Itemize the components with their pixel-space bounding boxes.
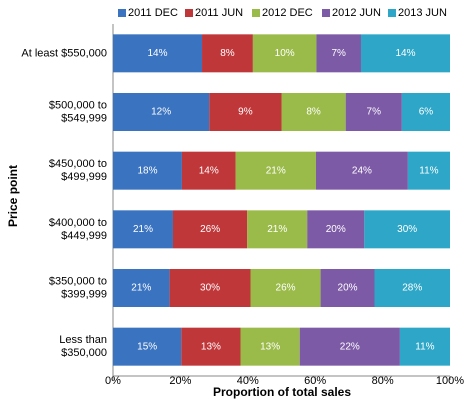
- data-label: 30%: [200, 283, 220, 294]
- legend-label: 2013 JUN: [398, 7, 447, 19]
- data-label: 18%: [137, 165, 157, 176]
- data-label: 28%: [402, 283, 422, 294]
- data-label: 13%: [201, 341, 221, 352]
- legend-label: 2011 JUN: [195, 7, 243, 19]
- data-label: 15%: [137, 341, 157, 352]
- data-label: 11%: [419, 165, 438, 176]
- legend-label: 2012 DEC: [262, 7, 313, 19]
- bar-segment: [240, 327, 300, 366]
- data-label: 8%: [220, 48, 235, 59]
- bar-segment: [181, 327, 241, 366]
- legend-swatch: [118, 9, 126, 17]
- bar-segment: [209, 93, 282, 131]
- data-label: 20%: [326, 224, 346, 235]
- x-tick-label: 80%: [372, 375, 394, 387]
- bar-segment: [202, 34, 253, 73]
- y-tick-label-line: $449,999: [61, 230, 107, 242]
- y-tick-label-line: $450,000 to: [49, 158, 107, 170]
- y-tick-label-line: $400,000 to: [49, 217, 107, 229]
- y-tick-label-line: $499,999: [61, 171, 107, 183]
- data-label: 21%: [131, 283, 151, 294]
- legend-swatch: [322, 9, 330, 17]
- y-tick-label-line: $350,000: [61, 347, 107, 359]
- legend-label: 2012 JUN: [332, 7, 381, 19]
- data-label: 14%: [148, 48, 168, 59]
- data-label: 21%: [267, 224, 287, 235]
- data-label: 14%: [199, 165, 219, 176]
- y-tick-label-line: At least $550,000: [21, 47, 107, 59]
- data-label: 9%: [238, 107, 253, 118]
- data-label: 22%: [340, 341, 360, 352]
- bar-segment: [113, 210, 173, 249]
- y-tick-label: $400,000 to $449,999: [49, 217, 107, 242]
- bar-segment: [252, 34, 317, 73]
- data-label: 7%: [331, 48, 346, 59]
- y-tick-label-line: $500,000 to: [49, 99, 107, 111]
- y-tick-label-line: Less than: [59, 334, 107, 346]
- y-tick-label-line: $350,000 to: [49, 275, 107, 287]
- data-label: 21%: [133, 224, 153, 235]
- data-label: 13%: [260, 341, 280, 352]
- x-tick-label: 100%: [436, 375, 464, 387]
- data-label: 24%: [352, 165, 372, 176]
- y-tick-label: Less than $350,000: [59, 334, 107, 359]
- bar-segment: [299, 327, 400, 366]
- legend-swatch: [185, 9, 193, 17]
- bar-segment: [250, 269, 321, 307]
- bar-segment: [315, 151, 408, 190]
- bar-segment: [113, 269, 170, 307]
- bar-segment: [374, 269, 450, 307]
- x-tick-label: 0%: [105, 375, 121, 387]
- data-label: 7%: [367, 107, 382, 118]
- bar-segment: [181, 151, 236, 190]
- bar-segment: [360, 34, 450, 73]
- bar-segment: [169, 269, 251, 307]
- data-label: 26%: [276, 283, 296, 294]
- x-tick-label: 20%: [169, 375, 191, 387]
- bar-segment: [247, 210, 308, 249]
- bar-segment: [407, 151, 450, 190]
- x-tick-label: 40%: [237, 375, 259, 387]
- data-label: 12%: [151, 107, 171, 118]
- bar-segment: [345, 93, 402, 131]
- bar-segment: [113, 151, 182, 190]
- bar-segment: [235, 151, 316, 190]
- bar-segment: [320, 269, 375, 307]
- y-tick-label: $450,000 to $499,999: [49, 158, 107, 183]
- data-label: 14%: [395, 48, 415, 59]
- data-label: 26%: [200, 224, 220, 235]
- data-label: 10%: [275, 48, 295, 59]
- bar-segment: [399, 327, 450, 366]
- bar-segment: [113, 34, 203, 73]
- y-tick-label: $500,000 to $549,999: [49, 99, 107, 124]
- legend-swatch: [388, 9, 396, 17]
- bar-segment: [281, 93, 346, 131]
- data-label: 8%: [306, 107, 321, 118]
- legend-swatch: [252, 9, 260, 17]
- bar-segment: [307, 210, 365, 249]
- y-tick-label-line: $549,999: [61, 112, 107, 124]
- bar-segment: [113, 93, 210, 131]
- data-label: 6%: [419, 107, 434, 118]
- legend-label: 2011 DEC: [128, 7, 178, 19]
- x-tick-label: 60%: [304, 375, 326, 387]
- bar-segment: [364, 210, 450, 249]
- bar-segment: [316, 34, 361, 73]
- data-label: 20%: [338, 283, 358, 294]
- bar-segment: [401, 93, 450, 131]
- x-axis-label: Proportion of total sales: [213, 385, 351, 399]
- bar-segment: [172, 210, 248, 249]
- y-axis-label: Price point: [6, 165, 20, 227]
- y-tick-label: $350,000 to $399,999: [49, 275, 107, 300]
- y-tick-label-line: $399,999: [61, 288, 107, 300]
- data-label: 11%: [415, 341, 434, 352]
- data-label: 21%: [266, 165, 286, 176]
- bar-segment: [113, 327, 182, 366]
- y-tick-label: At least $550,000: [21, 47, 107, 59]
- data-label: 30%: [397, 224, 417, 235]
